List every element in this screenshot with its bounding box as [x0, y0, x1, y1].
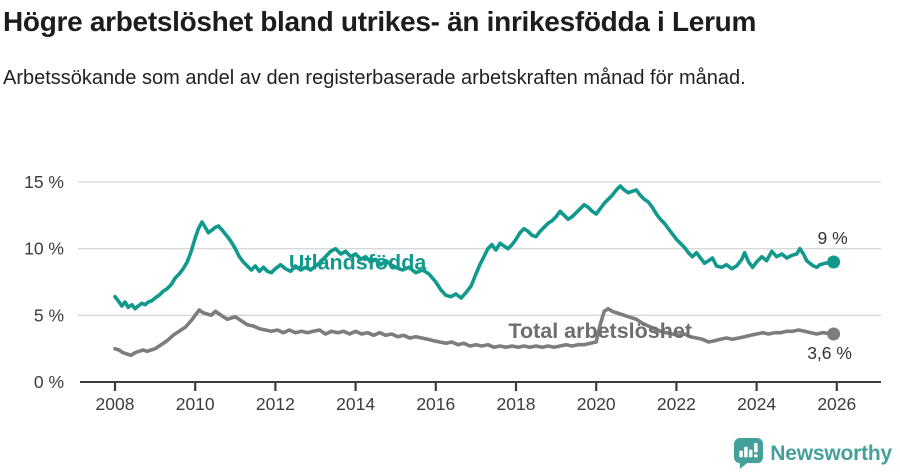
x-axis-tick-label: 2008: [96, 394, 135, 414]
x-axis-tick-label: 2026: [817, 394, 856, 414]
series-end-value-label-utlandsfodda: 9 %: [818, 228, 848, 248]
x-axis-tick-label: 2024: [737, 394, 776, 414]
x-axis-tick-label: 2012: [256, 394, 295, 414]
y-axis-tick-label: 10 %: [24, 239, 64, 259]
y-axis-tick-label: 5 %: [34, 305, 64, 325]
newsworthy-logo[interactable]: Newsworthy: [734, 438, 892, 469]
x-axis-tick-label: 2010: [176, 394, 215, 414]
chart-subtitle: Arbetssökande som andel av den registerb…: [3, 67, 746, 89]
x-axis-tick-label: 2014: [336, 394, 375, 414]
series-line-utlandsfodda: [113, 184, 836, 311]
newsworthy-brand-text: Newsworthy: [770, 441, 892, 465]
newsworthy-bubble-chart-icon: [734, 438, 764, 469]
x-axis-tick-label: 2016: [416, 394, 455, 414]
series-end-value-label-total: 3,6 %: [807, 343, 852, 363]
series-line-total: [113, 306, 836, 358]
page-title: Högre arbetslöshet bland utrikes- än inr…: [3, 6, 757, 37]
series-end-dot-utlandsfodda: [827, 255, 841, 269]
series-end-dot-total: [827, 327, 841, 341]
series-inline-label-utlandsfodda: Utlandsfödda: [289, 251, 427, 275]
series-inline-label-total: Total arbetslöshet: [508, 319, 692, 343]
x-axis-tick-label: 2022: [657, 394, 696, 414]
y-axis-tick-label: 15 %: [24, 172, 64, 192]
y-axis-tick-label: 0 %: [34, 372, 64, 392]
x-axis-tick-label: 2018: [497, 394, 536, 414]
x-axis-tick-label: 2020: [577, 394, 616, 414]
